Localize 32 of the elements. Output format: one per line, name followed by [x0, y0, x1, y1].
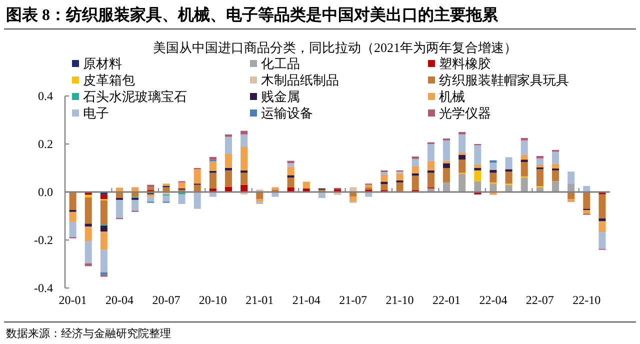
- legend-label: 原材料: [83, 56, 122, 71]
- legend-label: 机械: [439, 89, 465, 104]
- legend-label: 塑料橡胶: [439, 56, 491, 71]
- legend-label: 化工品: [261, 56, 300, 71]
- x-tick-label: 21-04: [292, 293, 320, 307]
- legend-label: 电子: [83, 106, 109, 120]
- x-tick-label: 21-01: [246, 293, 274, 307]
- x-tick-label: 20-07: [152, 293, 180, 307]
- x-tick-label: 22-01: [432, 293, 460, 307]
- source-note: 数据来源：经济与金融研究院整理: [6, 327, 171, 340]
- x-tick-label: 20-01: [58, 293, 87, 307]
- legend-label: 光学仪器: [439, 106, 491, 120]
- x-tick-label: 21-10: [386, 293, 414, 307]
- x-tick-label: 21-07: [339, 293, 368, 307]
- chart-subtitle: 美国从中国进口商品分类，同比拉动（2021年为两年复合增速）: [153, 40, 517, 55]
- legend-label: 运输设备: [261, 106, 313, 120]
- x-tick-label: 20-10: [198, 293, 227, 307]
- x-tick-label: 20-04: [106, 293, 134, 307]
- x-tick-label: 22-07: [526, 293, 554, 307]
- x-tick-label: 22-10: [572, 293, 601, 307]
- legend-label: 纺织服装鞋帽家具玩具: [439, 72, 569, 88]
- y-tick-label: 0.2: [38, 137, 53, 151]
- y-tick-label: 0.0: [38, 185, 53, 199]
- legend-label: 石头水泥玻璃宝石: [83, 89, 187, 104]
- y-tick-label: -0.2: [34, 233, 53, 247]
- legend-label: 贱金属: [261, 89, 300, 104]
- y-tick-label: 0.4: [38, 89, 53, 103]
- legend-label: 皮革箱包: [83, 72, 135, 88]
- chart-title: 图表 8：纺织服装家具、机械、电子等品类是中国对美出口的主要拖累: [6, 5, 499, 24]
- legend-label: 木制品纸制品: [261, 72, 339, 88]
- y-tick-label: -0.4: [34, 281, 53, 295]
- x-tick-label: 22-04: [479, 293, 508, 307]
